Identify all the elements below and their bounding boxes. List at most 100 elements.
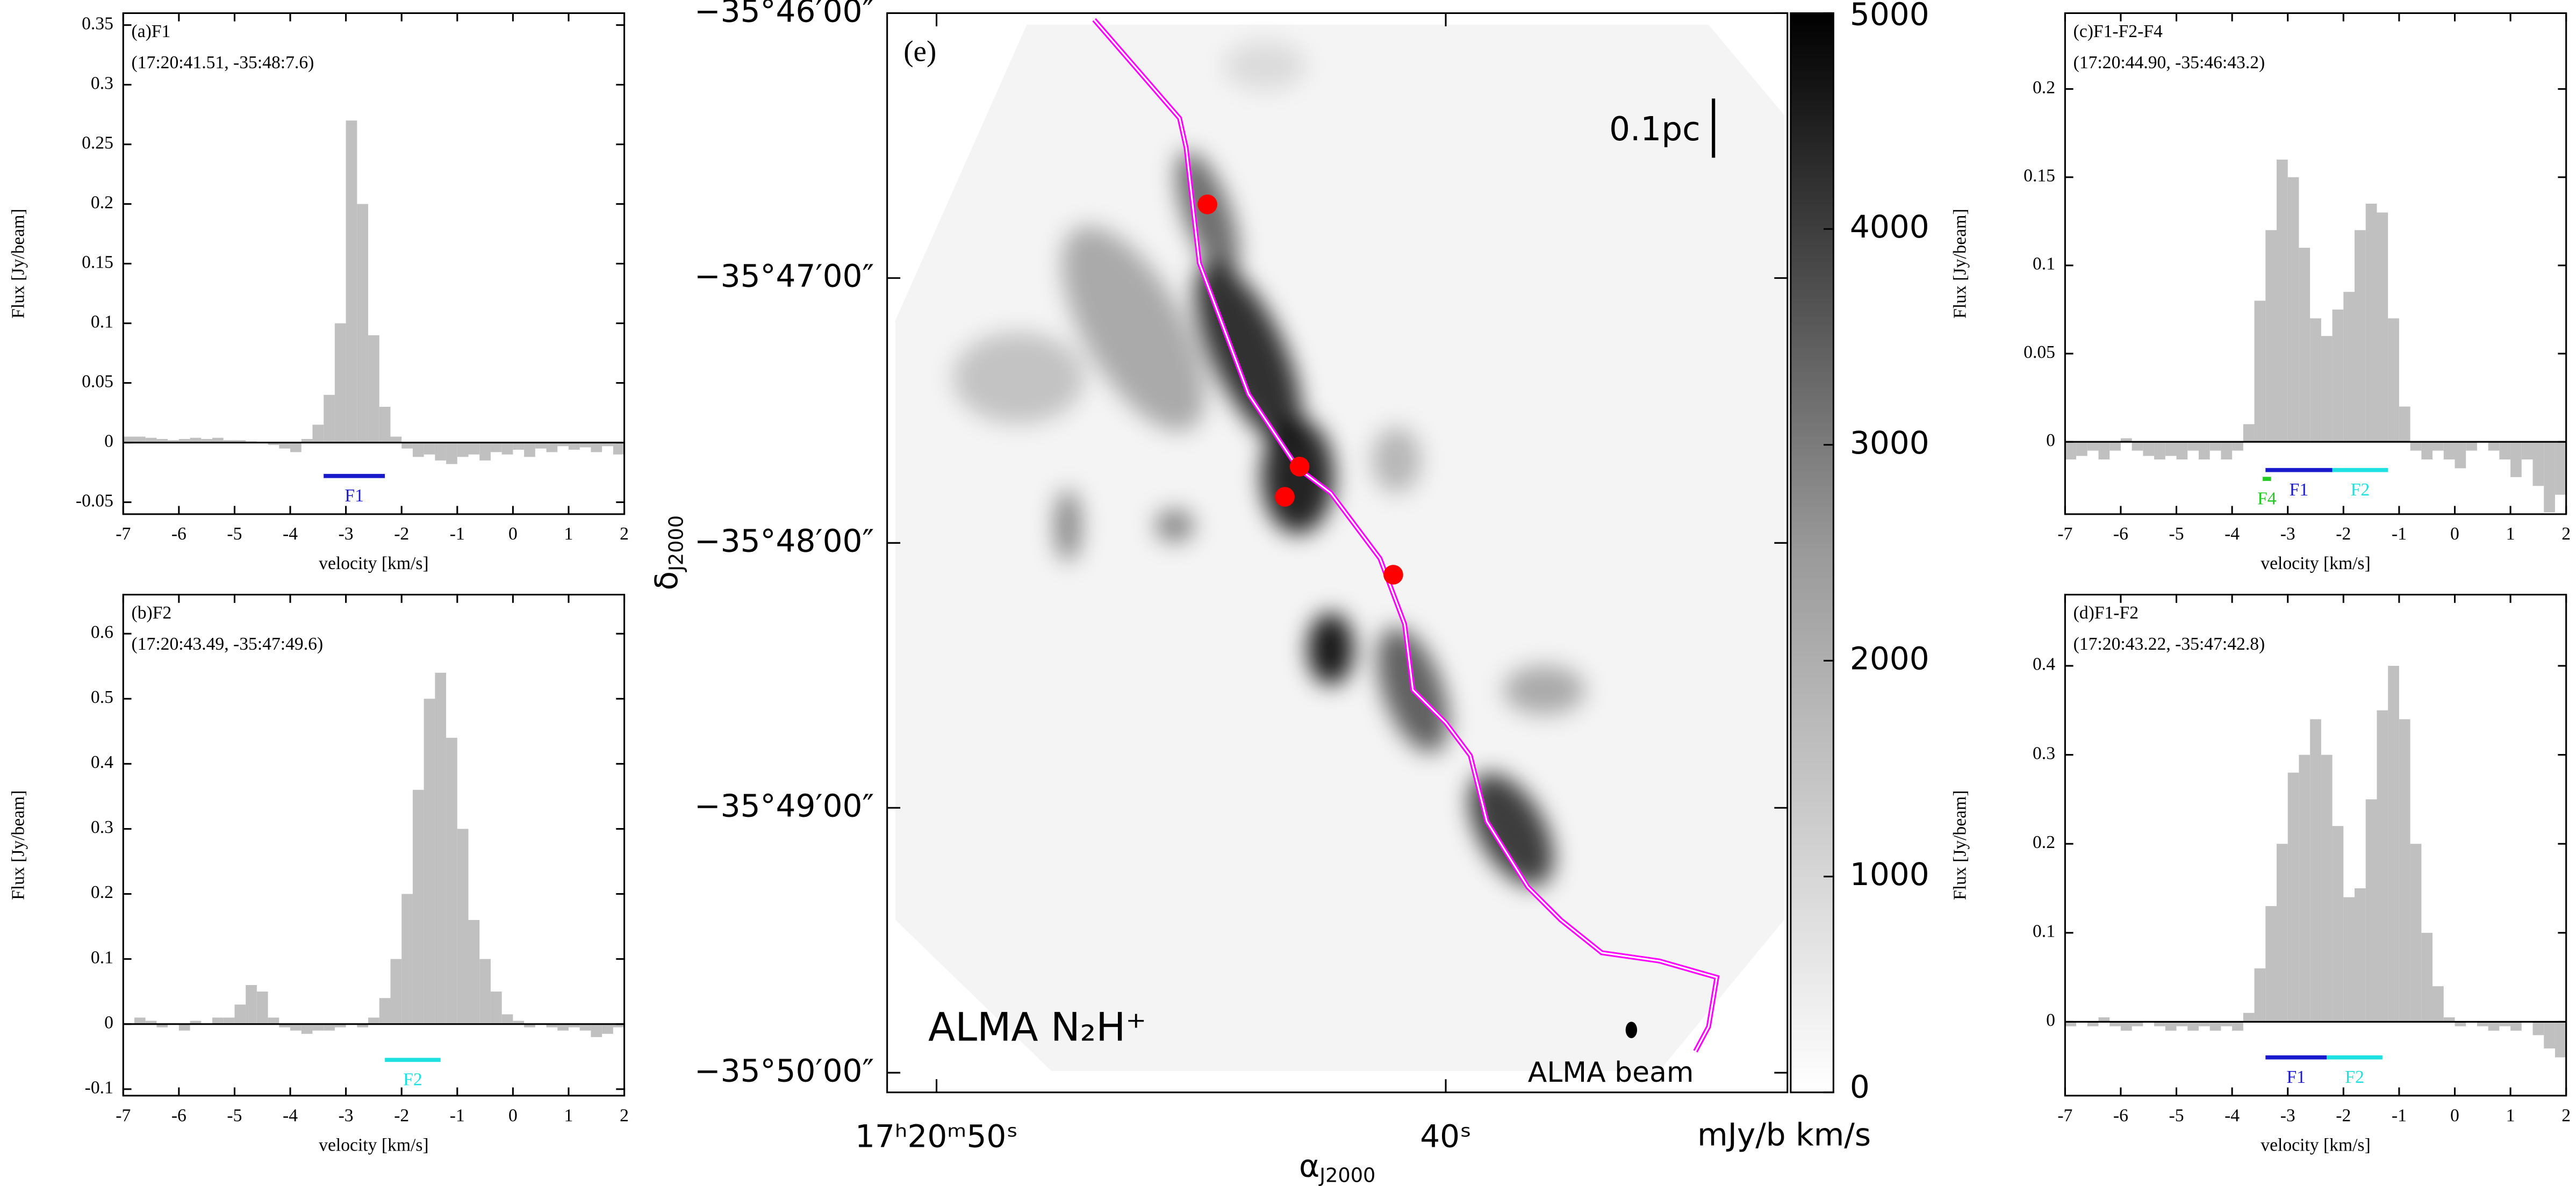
x-tick-label: -6	[171, 1105, 186, 1125]
bar	[312, 1024, 324, 1031]
bar	[602, 1024, 613, 1034]
bar	[513, 442, 525, 450]
bar	[190, 437, 202, 443]
bar	[535, 442, 547, 449]
bar	[201, 439, 213, 443]
y-tick-label: 0.05	[82, 371, 113, 391]
bar	[301, 439, 313, 443]
velocity-range-label: F1	[345, 486, 363, 506]
bar	[2132, 442, 2143, 451]
bar	[2065, 1022, 2077, 1026]
y-tick-label: 0.4	[2033, 655, 2055, 674]
y-axis-symbol: δ	[648, 571, 685, 591]
bar	[156, 1024, 168, 1027]
y-tick-label: 0.2	[2033, 77, 2055, 97]
panel-subtitle: (17:20:44.90, -35:46:43.2)	[2073, 53, 2265, 73]
bar	[246, 985, 257, 1024]
bar	[134, 1017, 146, 1024]
map-panel: −35°46′00″ −35°47′00″ −35°48′00″ −35°49′00″…	[648, 0, 1929, 1186]
bar	[223, 440, 235, 443]
bar	[2477, 1022, 2488, 1026]
bar	[2109, 442, 2121, 451]
x-tick-label: -7	[2057, 524, 2072, 544]
panel-label: (e)	[903, 35, 936, 68]
source-marker	[1197, 195, 1217, 214]
x-axis-label: velocity [km/s]	[2261, 554, 2370, 573]
bar	[557, 1024, 569, 1031]
bar	[2076, 442, 2087, 456]
spectrum-panel: -7 -6 -5 -4 -3 -2 -1 0 1 2 0 0.1 0.2 0.3 0.4 (d)F1-F2 (1…	[1950, 594, 2571, 1155]
bar	[2120, 438, 2132, 442]
bar	[524, 442, 535, 457]
colorbar-tick-label: 3000	[1850, 425, 1929, 461]
colorbar-tick-label: 1000	[1850, 856, 1929, 893]
bar	[2421, 442, 2433, 460]
bar	[357, 1024, 369, 1027]
panel-subtitle: (17:20:43.22, -35:47:42.8)	[2073, 634, 2265, 654]
bar	[2065, 442, 2077, 460]
map-image	[895, 18, 1784, 1072]
bar	[2165, 442, 2177, 456]
bar	[2087, 1022, 2099, 1026]
plot-frame	[2064, 594, 2567, 1097]
bar	[602, 442, 613, 447]
bar	[2365, 204, 2377, 442]
x-tick-label: 2	[620, 524, 629, 544]
bar	[2343, 292, 2355, 442]
bar	[2532, 442, 2544, 486]
bar	[546, 1024, 558, 1027]
bar	[2488, 1022, 2500, 1031]
bar	[2143, 442, 2155, 456]
y-tick-label: 0.25	[82, 133, 113, 153]
x-axis-label: velocity [km/s]	[319, 1135, 428, 1155]
y-tick-label: 0.3	[2033, 743, 2055, 763]
beam-label: ALMA beam	[1528, 1056, 1694, 1089]
y-axis-label: δJ2000	[648, 515, 687, 591]
x-tick-label: -6	[171, 524, 186, 544]
x-tick-label: -2	[2336, 524, 2351, 544]
x-axis-label: velocity [km/s]	[2261, 1135, 2370, 1155]
y-tick-label: 0.1	[91, 947, 113, 967]
bar	[2299, 754, 2310, 1022]
bar	[2232, 1022, 2243, 1031]
bar	[2332, 826, 2344, 1022]
x-tick-label: 0	[508, 524, 518, 544]
bar	[357, 204, 369, 443]
y-tick-label: 0	[2046, 430, 2055, 450]
x-tick-label: -5	[2169, 524, 2184, 544]
x-tick-label: -7	[2057, 1105, 2072, 1125]
bar	[2377, 212, 2388, 442]
bar	[156, 439, 168, 443]
bar	[490, 991, 502, 1024]
bar	[2388, 318, 2399, 442]
bar	[435, 672, 447, 1024]
bar	[401, 442, 413, 449]
x-tick-label: -5	[227, 1105, 242, 1125]
bar	[2555, 1022, 2566, 1058]
y-tick-label: −35°47′00″	[694, 257, 874, 294]
y-tick-label: 0	[2046, 1010, 2055, 1030]
x-tick-label: -2	[2336, 1105, 2351, 1125]
bar	[2120, 1022, 2132, 1031]
panel-subtitle: (17:20:41.51, -35:48:7.6)	[132, 53, 314, 73]
bar	[468, 442, 480, 455]
bar	[223, 1017, 235, 1024]
y-axis-label: Flux [Jy/beam]	[1950, 790, 1970, 900]
plot-frame	[122, 594, 626, 1097]
bar	[457, 442, 469, 457]
bar	[2399, 719, 2410, 1022]
bar	[2198, 442, 2210, 460]
x-tick-label: -6	[2113, 1105, 2128, 1125]
y-tick-label: -0.1	[85, 1077, 113, 1097]
x-tick-label: -4	[2225, 524, 2240, 544]
bar	[579, 1024, 591, 1031]
y-tick-label: 0.05	[2024, 342, 2055, 362]
bar	[2154, 442, 2165, 460]
bar	[134, 436, 146, 443]
y-axis-label: Flux [Jy/beam]	[1950, 209, 1970, 318]
x-tick-label: 0	[508, 1105, 518, 1125]
y-axis-label: Flux [Jy/beam]	[8, 209, 28, 318]
bar	[256, 991, 268, 1024]
x-tick-label: 1	[564, 524, 573, 544]
